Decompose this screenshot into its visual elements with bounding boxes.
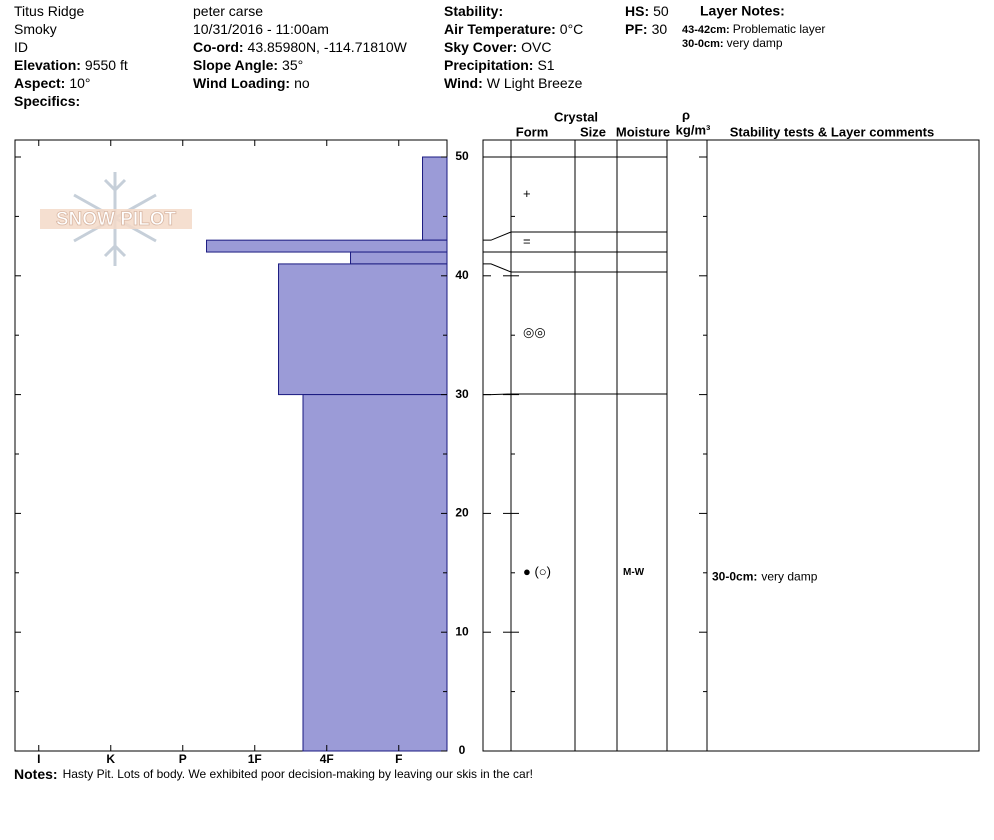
field-value: no — [294, 75, 310, 91]
grain-form: + — [523, 186, 531, 201]
field-value: 0°C — [560, 21, 584, 37]
field: Wind: W Light Breeze — [444, 75, 583, 91]
layer-notes-title: Layer Notes: — [700, 3, 785, 19]
hardness-bar — [350, 251, 448, 265]
field-label: HS: — [625, 3, 649, 19]
layer-comment-text: very damp — [761, 570, 817, 584]
field-label: Co-ord: — [193, 39, 244, 55]
field-label: Specifics: — [14, 93, 80, 109]
x-tick-label: P — [179, 752, 187, 766]
field-label: Precipitation: — [444, 57, 533, 73]
field-label: Aspect: — [14, 75, 65, 91]
field-value: 43.85980N, -114.71810W — [248, 39, 408, 55]
layer-connector — [483, 231, 667, 241]
field-value: Smoky — [14, 21, 57, 37]
layer-connector — [483, 393, 667, 396]
field: Sky Cover: OVC — [444, 39, 552, 55]
field: Specifics: — [14, 93, 80, 109]
field: Titus Ridge — [14, 3, 85, 19]
field: PF: 30 — [625, 21, 667, 37]
logo-text: SNOW PILOT — [56, 209, 177, 230]
y-tick-label: 30 — [455, 387, 469, 401]
field-label: Wind Loading: — [193, 75, 290, 91]
field-value: Titus Ridge — [14, 3, 85, 19]
grain-form: ◎◎ — [523, 324, 546, 339]
x-tick-label: 1F — [248, 752, 262, 766]
moisture: M-W — [623, 567, 645, 578]
table-header: Form — [516, 124, 549, 139]
table-header: kg/m³ — [676, 122, 711, 137]
field: HS: 50 — [625, 3, 669, 19]
notes-label: Notes: — [14, 766, 58, 782]
logo-band — [40, 209, 192, 229]
notes: Notes: Hasty Pit. Lots of body. We exhibi… — [14, 766, 533, 782]
field: 10/31/2016 - 11:00am — [193, 21, 329, 37]
x-tick-label: I — [37, 752, 40, 766]
layer-note-depth: 30-0cm: — [682, 38, 724, 50]
field-value: ID — [14, 39, 28, 55]
field-label: Air Temperature: — [444, 21, 556, 37]
field-label: Stability: — [444, 3, 503, 19]
field: Aspect: 10° — [14, 75, 91, 91]
field: Elevation: 9550 ft — [14, 57, 128, 73]
grain-form: = — [523, 233, 531, 248]
field-label: Sky Cover: — [444, 39, 517, 55]
hardness-bar — [422, 156, 448, 241]
field-value: 30 — [652, 21, 668, 37]
layer-comment-depth: 30-0cm: — [712, 570, 757, 584]
y-tick-label: 0 — [459, 743, 466, 757]
field-value: peter carse — [193, 3, 263, 19]
x-tick-label: K — [106, 752, 115, 766]
field-value: 10° — [69, 75, 90, 91]
field: Precipitation: S1 — [444, 57, 555, 73]
field-value: 10/31/2016 - 11:00am — [193, 21, 329, 37]
layer-note-depth: 43-42cm: — [682, 24, 730, 36]
x-tick-label: F — [395, 752, 402, 766]
y-tick-label: 40 — [455, 268, 469, 282]
table-frame — [482, 139, 980, 752]
field: Smoky — [14, 21, 57, 37]
table-header: Crystal — [554, 109, 598, 124]
y-tick-label: 10 — [455, 624, 469, 638]
field: Co-ord: 43.85980N, -114.71810W — [193, 39, 408, 55]
hardness-bar — [206, 239, 448, 253]
field-value: W Light Breeze — [487, 75, 583, 91]
field-value: 50 — [653, 3, 669, 19]
table-header: Size — [580, 124, 606, 139]
hardness-bar — [302, 394, 448, 752]
table-header: ρ — [682, 107, 690, 122]
layer-note-text: Problematic layer — [733, 22, 826, 36]
notes-text: Hasty Pit. Lots of body. We exhibited po… — [63, 767, 533, 781]
field-label: PF: — [625, 21, 648, 37]
field: Stability: — [444, 3, 503, 19]
table-header: Stability tests & Layer comments — [730, 124, 934, 139]
field: Slope Angle: 35° — [193, 57, 303, 73]
field: Air Temperature: 0°C — [444, 21, 583, 37]
field-label: Slope Angle: — [193, 57, 278, 73]
y-tick-label: 50 — [455, 149, 469, 163]
field-label: Elevation: — [14, 57, 81, 73]
field-value: 35° — [282, 57, 303, 73]
table-header: Moisture — [616, 124, 670, 139]
layer-note-text: very damp — [727, 36, 783, 50]
field-label: Wind: — [444, 75, 483, 91]
field-value: S1 — [537, 57, 554, 73]
field-value: OVC — [521, 39, 551, 55]
field-value: 9550 ft — [85, 57, 128, 73]
field: ID — [14, 39, 28, 55]
layer-connector — [483, 263, 667, 273]
grain-form: ● (○) — [523, 564, 551, 579]
layer-note: 30-0cm: very damp — [682, 36, 783, 50]
field: peter carse — [193, 3, 263, 19]
y-tick-label: 20 — [455, 506, 469, 520]
field: Wind Loading: no — [193, 75, 310, 91]
hardness-bar — [278, 263, 448, 396]
layer-comment: 30-0cm: very damp — [712, 570, 818, 584]
layer-note: 43-42cm: Problematic layer — [682, 22, 825, 36]
x-tick-label: 4F — [320, 752, 334, 766]
